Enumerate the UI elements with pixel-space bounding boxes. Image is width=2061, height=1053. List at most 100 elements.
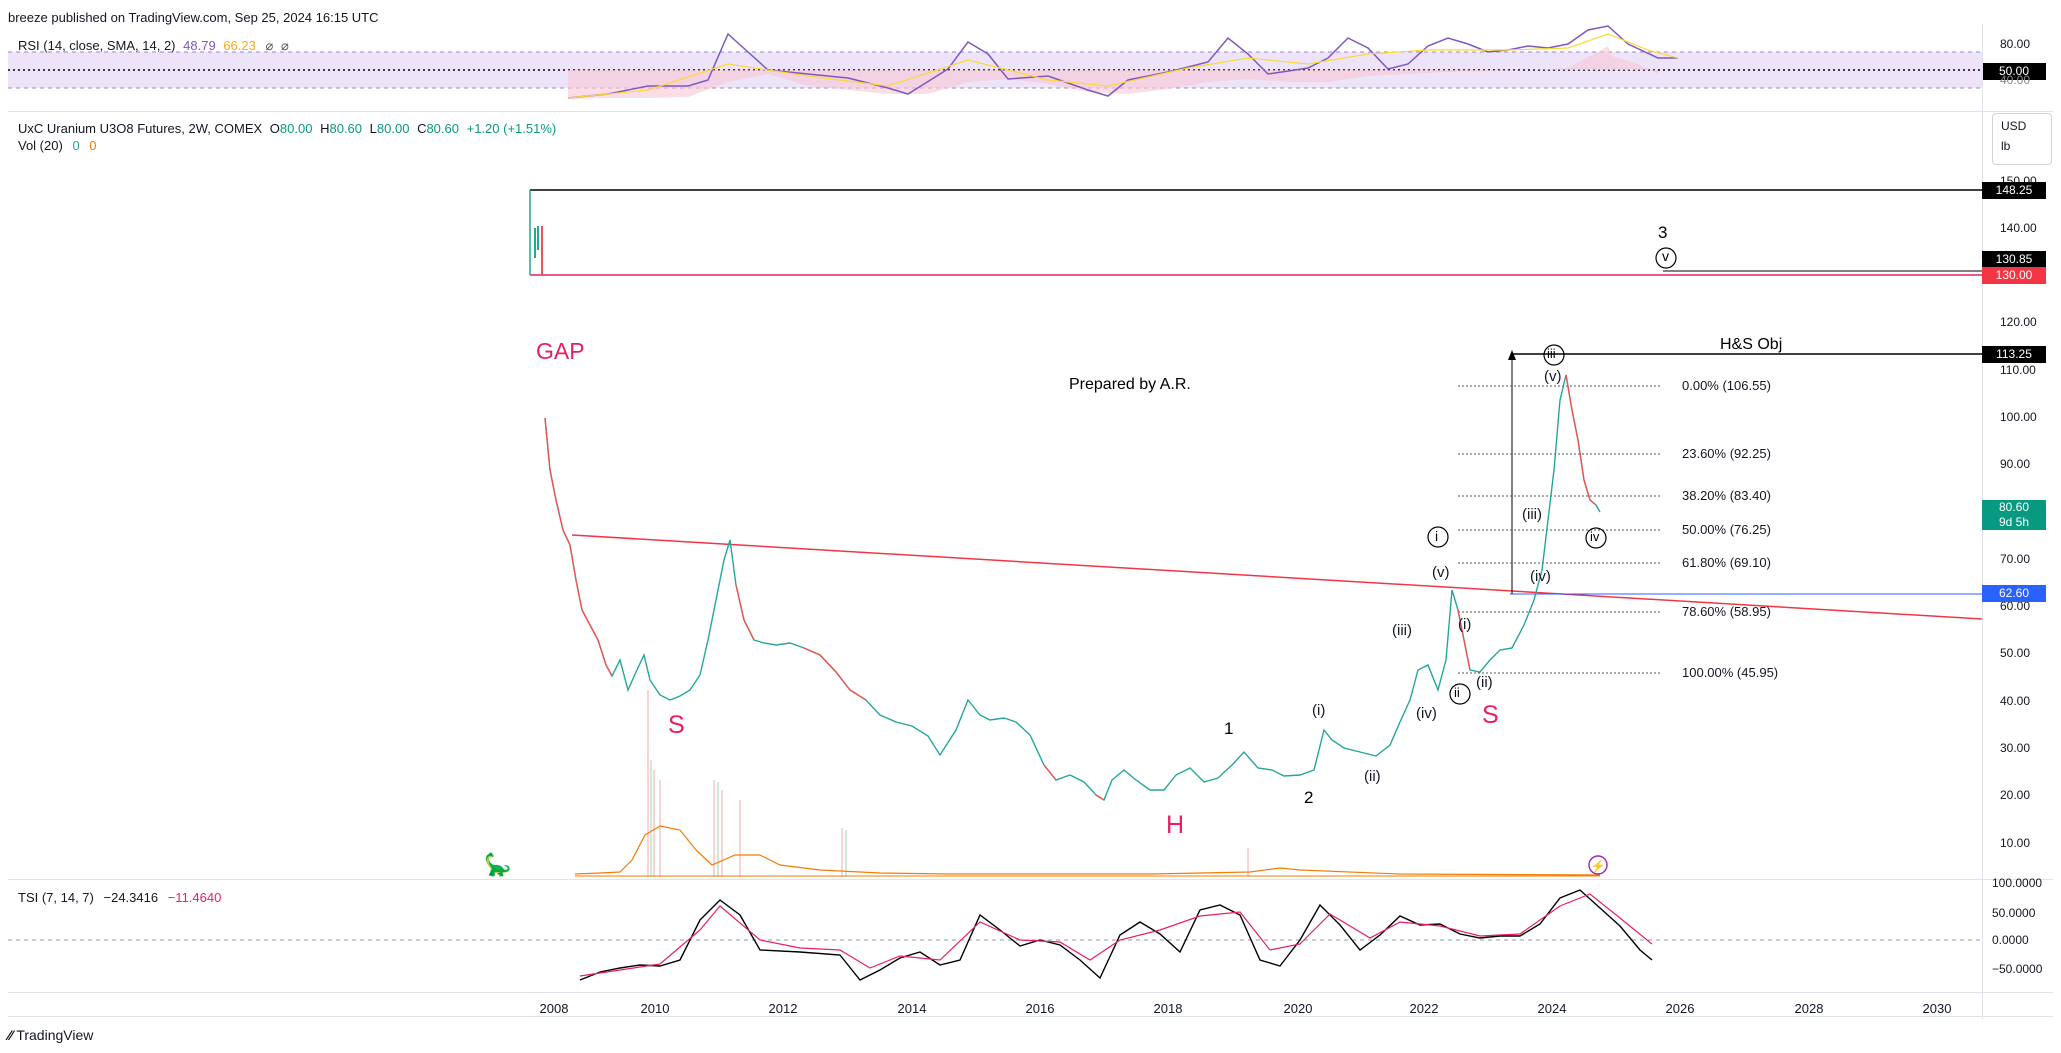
gap-label: GAP: [536, 338, 585, 364]
high-value: 80.60: [329, 121, 363, 136]
wave-ii-small-b: (ii): [1476, 674, 1493, 691]
time-label-2010: 2010: [640, 1001, 670, 1016]
rsi-name: RSI (14, close, SMA, 14, 2): [18, 38, 176, 53]
wave-3-label: 3: [1658, 223, 1668, 242]
time-label-2014: 2014: [897, 1001, 927, 1016]
price-label-70: 70.00: [2000, 552, 2031, 566]
volume-bars: [647, 690, 1249, 877]
dinosaur-icon: 🦕: [484, 852, 512, 877]
high-label: H: [320, 121, 330, 136]
price-label-30: 30.00: [2000, 741, 2031, 755]
low-value: 80.00: [376, 121, 410, 136]
rsi-axis-50-badge: 50.00: [1982, 63, 2046, 80]
wave-iii-small-a: (iii): [1392, 622, 1412, 639]
wave-iii-circle-label: iii: [1547, 346, 1556, 361]
time-label-2012: 2012: [768, 1001, 798, 1016]
hs-obj-label: H&S Obj: [1720, 336, 1783, 353]
currency-label: USD: [2001, 119, 2027, 133]
tsi-signal-line: [579, 893, 1653, 977]
time-label-2028: 2028: [1794, 1001, 1824, 1016]
rsi-pane[interactable]: [8, 24, 1982, 110]
volume-name: Vol (20): [18, 138, 63, 153]
price-label-140: 140.00: [2000, 221, 2037, 235]
time-label-2024: 2024: [1537, 1001, 1567, 1016]
tradingview-logo-icon: ⁄⁄: [8, 1027, 13, 1043]
price-chart[interactable]: ⚡: [0, 0, 1982, 880]
volume-value-1: 0: [72, 138, 80, 153]
fib-label-1: 23.60% (92.25): [1682, 446, 1771, 461]
time-label-2016: 2016: [1025, 1001, 1055, 1016]
price-label-20: 20.00: [2000, 788, 2031, 802]
wave-v-small-b: (v): [1544, 368, 1562, 385]
circle-slash-icon[interactable]: ⌀: [280, 38, 289, 53]
tsi-value-2: −11.4640: [167, 890, 222, 905]
price-series-down: [544, 374, 1597, 801]
pane-separator: [8, 111, 2053, 112]
wave-ii-circle: [1449, 683, 1471, 705]
left-shoulder-label: S: [668, 711, 685, 739]
symbol-name: UxC Uranium U3O8 Futures, 2W, COMEX: [18, 121, 263, 136]
price-label-110: 110.00: [2000, 363, 2036, 377]
countdown-value: 9d 5h: [1998, 515, 2030, 529]
head-label: H: [1166, 811, 1185, 839]
volume-legend[interactable]: Vol (20) 0 0: [18, 138, 97, 153]
fib-label-0: 0.00% (106.55): [1682, 378, 1771, 393]
wave-i-circle-label: i: [1435, 528, 1439, 544]
wave-v-small-a: (v): [1432, 564, 1450, 581]
currency-unit-selector[interactable]: USD lb: [1992, 113, 2052, 165]
rsi-legend[interactable]: RSI (14, close, SMA, 14, 2) 48.79 66.23 …: [18, 38, 289, 54]
tradingview-brand: TradingView: [16, 1027, 94, 1043]
pane-separator-2: [8, 879, 2053, 880]
wave-1-label: 1: [1224, 719, 1234, 738]
time-label-2018: 2018: [1153, 1001, 1183, 1016]
time-axis-border: [8, 992, 2053, 993]
neckline-trendline: [571, 534, 1982, 620]
time-label-2030: 2030: [1922, 1001, 1952, 1016]
rsi-value-2: 66.23: [223, 38, 256, 53]
badge-last-price: 80.60 9d 5h: [1982, 500, 2046, 530]
wave-i-small-b: (i): [1458, 616, 1472, 633]
open-label: O: [269, 121, 280, 136]
tsi-axis-minus-50: −50.0000: [1992, 962, 2043, 976]
tsi-line: [579, 889, 1653, 981]
price-label-120: 120.00: [2000, 315, 2037, 329]
tsi-value-1: −24.3416: [103, 890, 159, 905]
fib-label-2: 38.20% (83.40): [1682, 488, 1771, 503]
rsi-plot: [8, 25, 1982, 99]
tsi-axis-50: 50.0000: [1992, 906, 2036, 920]
time-label-2008: 2008: [539, 1001, 569, 1016]
tradingview-footer[interactable]: ⁄⁄ TradingView: [8, 1027, 93, 1043]
badge-113-25: 113.25: [1982, 346, 2046, 363]
close-label: C: [417, 121, 427, 136]
wave-v-circle: [1655, 247, 1677, 269]
svg-text:⚡: ⚡: [1591, 859, 1606, 873]
fib-label-5: 78.60% (58.95): [1682, 604, 1771, 619]
volume-value-2: 0: [89, 138, 97, 153]
close-value: 80.60: [426, 121, 459, 136]
wave-2-label: 2: [1304, 788, 1314, 807]
time-label-2026: 2026: [1665, 1001, 1695, 1016]
fib-levels: [1458, 385, 1660, 674]
price-label-60: 60.00: [2000, 599, 2031, 613]
eye-off-icon[interactable]: ⌀: [265, 38, 274, 53]
wave-ii-small-a: (ii): [1364, 768, 1381, 785]
wave-i-circle: [1427, 526, 1449, 548]
fib-label-4: 61.80% (69.10): [1682, 555, 1771, 570]
tsi-legend[interactable]: TSI (7, 14, 7) −24.3416 −11.4640: [18, 890, 221, 905]
time-label-2022: 2022: [1409, 1001, 1439, 1016]
badge-130-85: 130.85: [1982, 251, 2046, 268]
price-label-90: 90.00: [2000, 457, 2031, 471]
badge-62-60: 62.60: [1982, 585, 2046, 602]
price-label-40: 40.00: [2000, 694, 2031, 708]
rsi-axis-80: 80.00: [2000, 37, 2031, 51]
symbol-legend[interactable]: UxC Uranium U3O8 Futures, 2W, COMEX O 80.…: [18, 121, 556, 136]
tsi-axis-0: 0.0000: [1992, 933, 2029, 947]
wave-iv-small-a: (iv): [1416, 705, 1437, 722]
wave-iii-circle: [1543, 344, 1565, 366]
badge-130-00: 130.00: [1982, 267, 2046, 284]
fib-label-6: 100.00% (45.95): [1682, 665, 1779, 680]
badge-148-25: 148.25: [1982, 182, 2046, 199]
wave-ii-circle-label: ii: [1454, 685, 1460, 700]
tsi-name: TSI (7, 14, 7): [18, 890, 94, 905]
low-label: L: [369, 121, 377, 136]
